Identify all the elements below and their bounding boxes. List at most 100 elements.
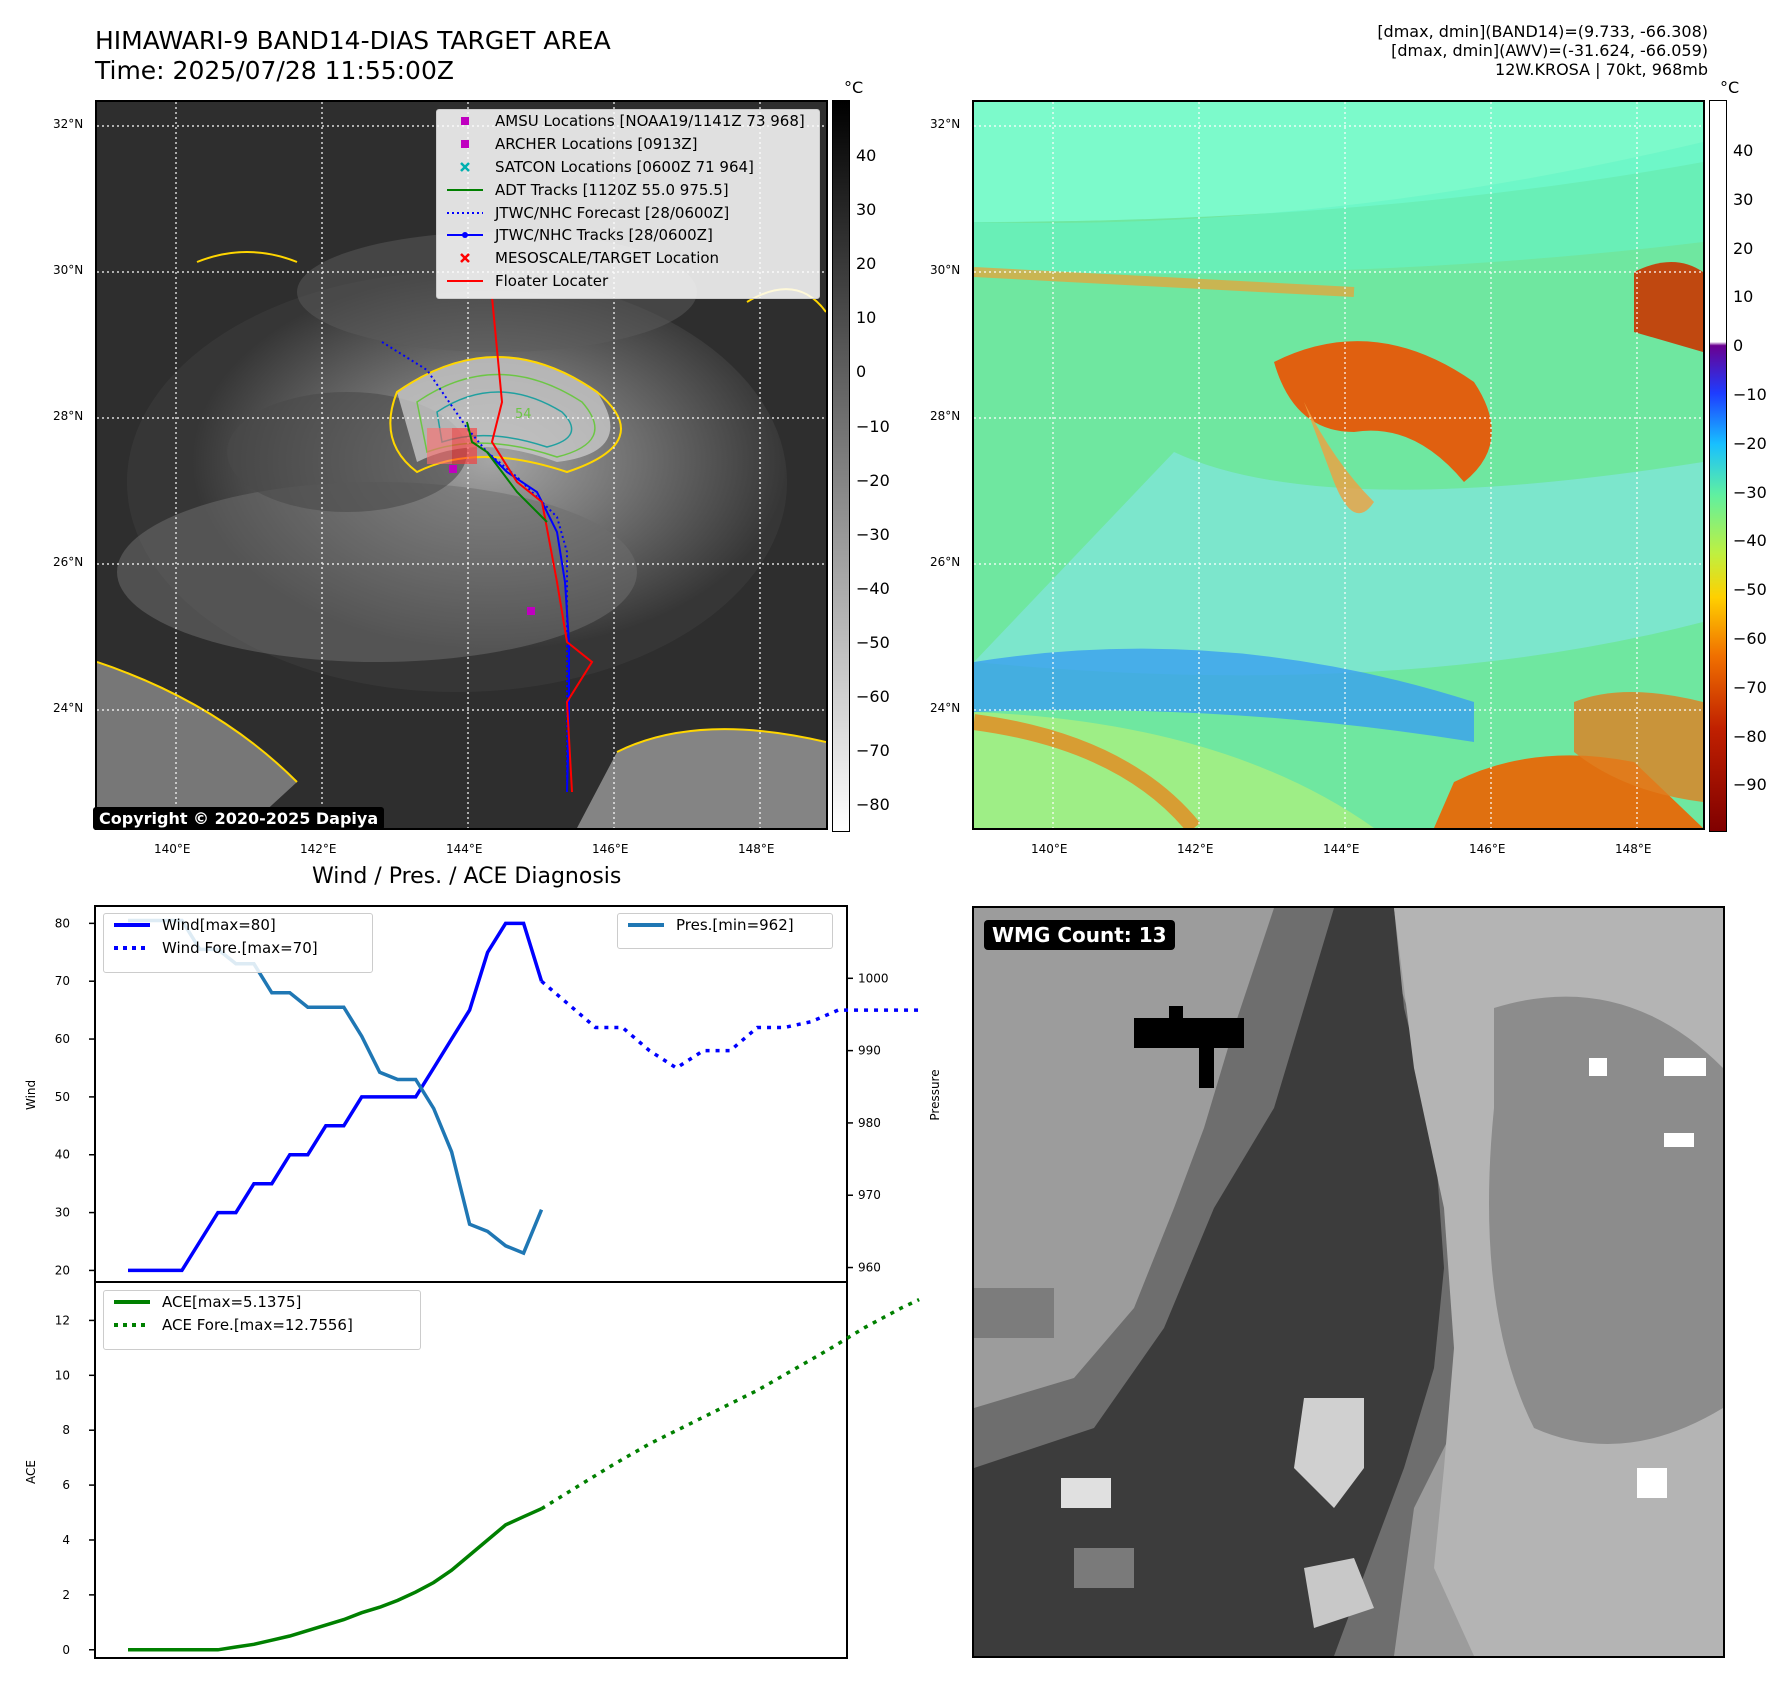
wind-legend-entry-1: Wind Fore.[max=70] bbox=[104, 937, 372, 960]
ir-lat-label-2: 28°N bbox=[53, 409, 84, 423]
copyright-badge: Copyright © 2020-2025 Dapiya bbox=[93, 807, 385, 830]
cb1-tick-4: 0 bbox=[856, 362, 867, 382]
map-legend: AMSU Locations [NOAA19/1141Z 73 968] ARCH… bbox=[436, 109, 820, 299]
colorbar-grayscale bbox=[832, 100, 850, 832]
map-legend-entry-6: MESOSCALE/TARGET Location bbox=[437, 247, 819, 270]
awv-lat-label-2: 28°N bbox=[930, 409, 961, 423]
wind-y-tick-label-2: 40 bbox=[55, 1148, 70, 1162]
ir-lat-label-1: 30°N bbox=[53, 263, 84, 277]
cb2-tick-13: −90 bbox=[1733, 775, 1767, 795]
pres-y-tick-label-4: 1000 bbox=[858, 971, 889, 985]
map-legend-label-4: JTWC/NHC Forecast [28/0600Z] bbox=[495, 203, 730, 222]
map-legend-label-7: Floater Locater bbox=[495, 271, 609, 290]
pres-y-tick-label-3: 990 bbox=[858, 1044, 881, 1058]
map-legend-label-2: SATCON Locations [0600Z 71 964] bbox=[495, 157, 754, 176]
cb1-tick-7: −30 bbox=[856, 524, 890, 544]
ir-lat-label-4: 24°N bbox=[53, 701, 84, 715]
ace-y-tick-label-1: 2 bbox=[62, 1588, 70, 1602]
map-legend-swatch-5 bbox=[443, 229, 487, 241]
awv-lon-label-0: 140°E bbox=[1031, 842, 1068, 856]
stats-storm: 12W.KROSA | 70kt, 968mb bbox=[1495, 60, 1708, 79]
pres-legend-entry-0: Pres.[min=962] bbox=[618, 914, 832, 937]
cb1-tick-2: 20 bbox=[856, 254, 877, 274]
map-legend-entry-2: SATCON Locations [0600Z 71 964] bbox=[437, 156, 819, 179]
cb1-tick-6: −20 bbox=[856, 470, 890, 490]
pres-y-tick-label-0: 960 bbox=[858, 1261, 881, 1275]
map-legend-label-5: JTWC/NHC Tracks [28/0600Z] bbox=[495, 226, 713, 245]
ace-axis-label: ACE bbox=[24, 1460, 38, 1484]
wind-y-tick-label-5: 70 bbox=[55, 974, 70, 988]
map-legend-swatch-2 bbox=[443, 161, 487, 173]
map-legend-entry-7: Floater Locater bbox=[437, 270, 819, 293]
cb1-tick-9: −50 bbox=[856, 632, 890, 652]
cb2-tick-7: −30 bbox=[1733, 482, 1767, 502]
awv-lat-label-3: 26°N bbox=[930, 555, 961, 569]
wind-legend-label-0: Wind[max=80] bbox=[162, 916, 276, 935]
wind-axis-label: Wind bbox=[24, 1079, 38, 1110]
stats-band14: [dmax, dmin](BAND14)=(9.733, -66.308) bbox=[1377, 22, 1708, 41]
wind-y-tick-label-6: 80 bbox=[55, 916, 70, 930]
ace-y-tick-label-5: 10 bbox=[55, 1368, 70, 1382]
ace-forecast-line bbox=[540, 1298, 920, 1511]
awv-map-image bbox=[974, 102, 1703, 828]
ir-lon-label-3: 146°E bbox=[592, 842, 629, 856]
cb2-tick-8: −40 bbox=[1733, 531, 1767, 551]
map-legend-label-3: ADT Tracks [1120Z 55.0 975.5] bbox=[495, 180, 729, 199]
wind-legend-swatch-1 bbox=[110, 942, 154, 954]
cb2-tick-0: 40 bbox=[1733, 141, 1754, 160]
map-legend-swatch-4 bbox=[443, 207, 487, 219]
map-legend-swatch-3 bbox=[443, 184, 487, 196]
map-legend-swatch-6 bbox=[443, 252, 487, 264]
map-legend-entry-5: JTWC/NHC Tracks [28/0600Z] bbox=[437, 224, 819, 247]
ir-lat-label-0: 32°N bbox=[53, 117, 84, 131]
map-legend-swatch-7 bbox=[443, 275, 487, 287]
ace-y-tick-label-3: 6 bbox=[62, 1478, 70, 1492]
cb1-tick-5: −10 bbox=[856, 416, 890, 436]
wind-y-tick-label-4: 60 bbox=[55, 1032, 70, 1046]
map-legend-entry-1: ARCHER Locations [0913Z] bbox=[437, 133, 819, 156]
wind-legend-swatch-0 bbox=[110, 919, 154, 931]
ace-y-tick-label-6: 12 bbox=[55, 1313, 70, 1327]
wind-y-tick-label-0: 20 bbox=[55, 1263, 70, 1277]
awv-lat-label-1: 30°N bbox=[930, 263, 961, 277]
ace-y-tick-label-0: 0 bbox=[62, 1643, 70, 1657]
pres-legend-swatch-0 bbox=[624, 919, 668, 931]
colorbar-awv bbox=[1709, 100, 1727, 832]
awv-gridlines bbox=[974, 102, 1703, 828]
awv-map-panel bbox=[972, 100, 1705, 830]
cb1-tick-11: −70 bbox=[856, 741, 890, 761]
map-legend-label-0: AMSU Locations [NOAA19/1141Z 73 968] bbox=[495, 112, 805, 131]
cb1-tick-10: −60 bbox=[856, 687, 890, 706]
cb2-tick-1: 30 bbox=[1733, 189, 1754, 209]
wmg-panel bbox=[972, 906, 1725, 1658]
cb2-tick-2: 20 bbox=[1733, 238, 1754, 258]
pres-y-tick-label-1: 970 bbox=[858, 1188, 881, 1202]
ace-legend-label-1: ACE Fore.[max=12.7556] bbox=[162, 1316, 353, 1335]
wind-y-tick-label-3: 50 bbox=[55, 1090, 70, 1104]
ace-y-tick-label-2: 4 bbox=[62, 1533, 70, 1547]
cb1-tick-1: 30 bbox=[856, 200, 877, 220]
awv-lat-label-4: 24°N bbox=[930, 701, 961, 715]
pres-y-tick-label-2: 980 bbox=[858, 1116, 881, 1130]
pres-legend-label-0: Pres.[min=962] bbox=[676, 916, 794, 935]
ace-legend-swatch-1 bbox=[110, 1319, 154, 1331]
ace-y-tick-label-4: 8 bbox=[62, 1423, 70, 1437]
pressure-legend: Pres.[min=962] bbox=[617, 913, 833, 949]
cb2-tick-12: −80 bbox=[1733, 726, 1767, 746]
map-legend-entry-0: AMSU Locations [NOAA19/1141Z 73 968] bbox=[437, 110, 819, 133]
stats-text: [dmax, dmin](BAND14)=(9.733, -66.308) [d… bbox=[1377, 22, 1708, 79]
ace-legend: ACE[max=5.1375] ACE Fore.[max=12.7556] bbox=[103, 1290, 421, 1350]
ir-lat-label-3: 26°N bbox=[53, 555, 84, 569]
colorbar1-unit: °C bbox=[844, 78, 864, 97]
cb1-tick-0: 40 bbox=[856, 146, 877, 165]
cb1-tick-8: −40 bbox=[856, 578, 890, 598]
stats-awv: [dmax, dmin](AWV)=(-31.624, -66.059) bbox=[1391, 41, 1708, 60]
cb2-tick-3: 10 bbox=[1733, 287, 1754, 307]
ir-lon-label-4: 148°E bbox=[738, 842, 775, 856]
awv-lon-label-1: 142°E bbox=[1177, 842, 1214, 856]
awv-lon-label-3: 146°E bbox=[1469, 842, 1506, 856]
cb2-tick-11: −70 bbox=[1733, 677, 1767, 697]
ir-lon-label-0: 140°E bbox=[154, 842, 191, 856]
map-legend-entry-3: ADT Tracks [1120Z 55.0 975.5] bbox=[437, 178, 819, 201]
map-legend-swatch-0 bbox=[443, 115, 487, 127]
